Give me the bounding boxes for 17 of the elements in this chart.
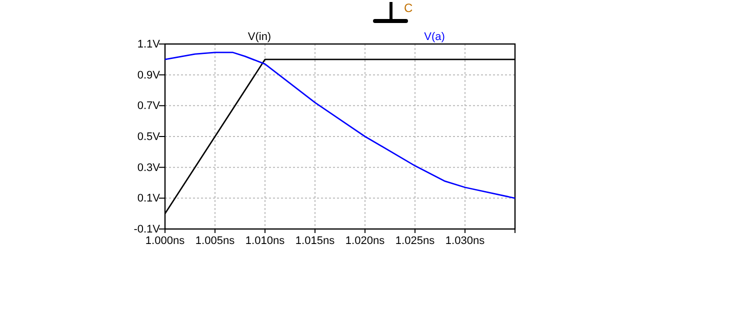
y-tick-label: 0.7V bbox=[137, 100, 161, 112]
x-tick-label: 1.015ns bbox=[295, 234, 336, 247]
series-label: V(in) bbox=[248, 31, 272, 43]
y-tick-label: 0.3V bbox=[137, 162, 161, 174]
y-tick-label: 0.9V bbox=[137, 69, 161, 82]
text: C bbox=[404, 1, 413, 15]
x-tick-label: 1.000ns bbox=[145, 234, 186, 247]
x-tick-label: 1.020ns bbox=[345, 234, 386, 247]
y-tick-label: 0.1V bbox=[137, 192, 161, 205]
x-tick-label: 1.005ns bbox=[195, 234, 236, 247]
x-tick-label: 1.010ns bbox=[245, 234, 286, 247]
y-tick-label: -0.1V bbox=[134, 224, 161, 236]
x-tick-label: 1.030ns bbox=[445, 234, 486, 247]
y-tick-label: 0.5V bbox=[137, 131, 161, 144]
x-tick-label: 1.025ns bbox=[395, 234, 436, 247]
y-tick-label: 1.1V bbox=[137, 38, 161, 51]
text: V(a) bbox=[424, 31, 445, 43]
